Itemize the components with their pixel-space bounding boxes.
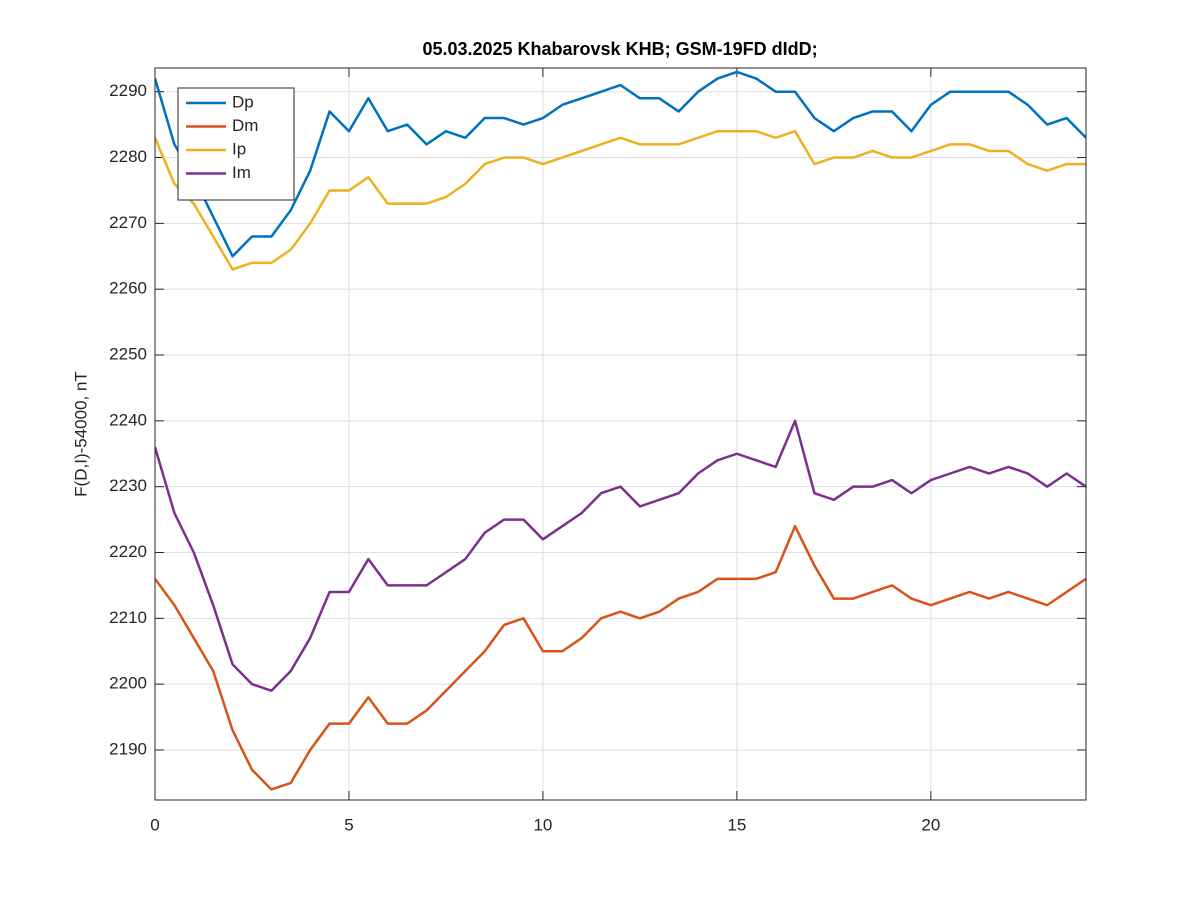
axes-box	[154, 67, 1087, 801]
x-tick-label: 10	[533, 815, 552, 834]
y-tick-label: 2230	[109, 476, 147, 495]
data-line	[155, 129, 1086, 271]
legend-label: Im	[232, 163, 251, 182]
y-tick-label: 2280	[109, 147, 147, 166]
data-line	[155, 70, 1086, 258]
data-line	[155, 419, 1086, 692]
legend-label: Dp	[232, 92, 254, 111]
y-tick-label: 2240	[109, 410, 147, 429]
legend: Dp Dm Ip Im	[177, 87, 295, 201]
y-axis-label: F(D,I)-54000, nT	[71, 371, 90, 497]
x-tick-label: 0	[150, 815, 159, 834]
legend-label: Dm	[232, 116, 258, 135]
x-tick-label: 5	[344, 815, 353, 834]
data-line	[155, 524, 1086, 791]
chart-title: 05.03.2025 Khabarovsk KHB; GSM-19FD dIdD…	[422, 39, 817, 59]
x-tick-label: 20	[921, 815, 940, 834]
y-tick-label: 2250	[109, 344, 147, 363]
y-tick-label: 2210	[109, 608, 147, 627]
legend-box	[177, 87, 295, 201]
plot-area	[155, 68, 1086, 800]
y-tick-label: 2190	[109, 739, 147, 758]
y-tick-label: 2200	[109, 674, 147, 693]
y-tick-label: 2270	[109, 213, 147, 232]
x-tick-label: 15	[727, 815, 746, 834]
y-tick-label: 2220	[109, 542, 147, 561]
legend-label: Ip	[232, 139, 246, 158]
y-tick-label: 2290	[109, 81, 147, 100]
y-tick-label: 2260	[109, 279, 147, 298]
